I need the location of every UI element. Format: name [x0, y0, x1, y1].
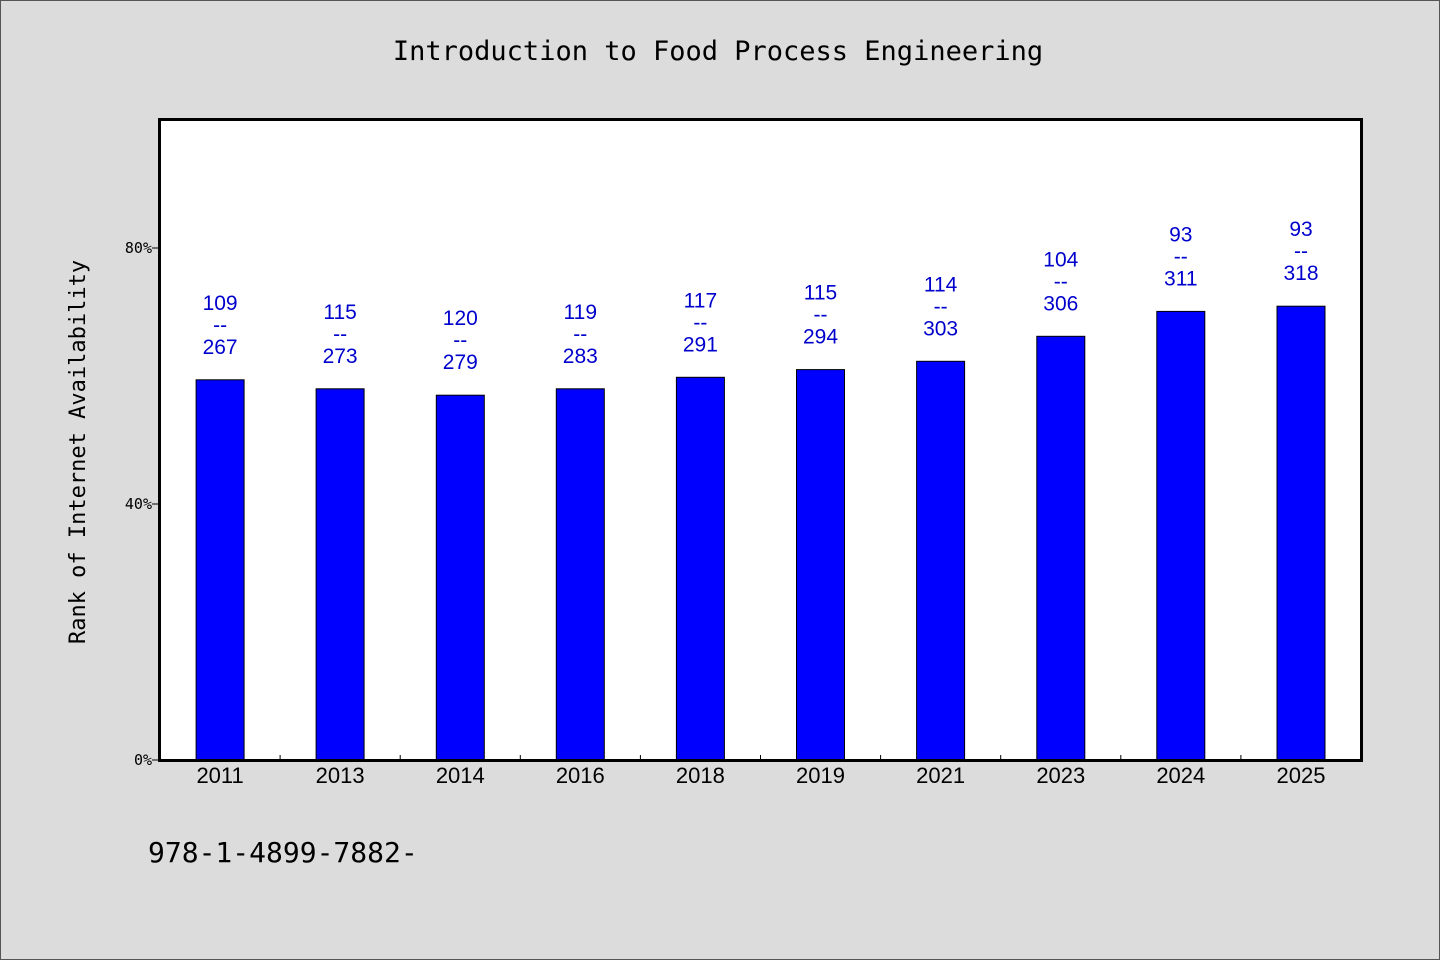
bar-label-sep-2023: --	[1054, 270, 1068, 293]
x-tick-label-2024: 2024	[1156, 763, 1205, 788]
bar-label-rank-2018: 117	[684, 289, 717, 312]
bar-2016	[555, 388, 605, 761]
bar-label-total-2019: 294	[803, 326, 838, 349]
x-tick-label-2011: 2011	[196, 763, 243, 788]
x-tick-label-2023: 2023	[1036, 763, 1085, 788]
bar-labels-group: 109--267115--273120--279119--283117--291…	[203, 218, 1319, 374]
bar-label-total-2024: 311	[1164, 267, 1197, 290]
y-tick-label-40: 40%	[125, 495, 152, 513]
y-tick-label-0: 0%	[134, 751, 152, 769]
bar-label-sep-2018: --	[693, 311, 707, 334]
bar-label-sep-2016: --	[573, 323, 587, 346]
bar-label-total-2018: 291	[683, 333, 718, 356]
bar-label-sep-2014: --	[453, 329, 467, 352]
bar-label-rank-2023: 104	[1043, 248, 1078, 271]
x-tick-label-2019: 2019	[796, 763, 845, 788]
bar-label-sep-2019: --	[814, 304, 828, 327]
bar-label-total-2011: 267	[203, 336, 238, 359]
bars-group	[195, 305, 1326, 761]
bar-label-sep-2013: --	[333, 323, 347, 346]
x-tick-label-2021: 2021	[916, 763, 965, 788]
x-tick-label-2013: 2013	[316, 763, 365, 788]
bar-2021	[916, 360, 966, 761]
bar-label-sep-2021: --	[934, 295, 948, 318]
bar-2024	[1156, 310, 1206, 761]
bar-label-rank-2014: 120	[443, 307, 478, 330]
y-axis: 0% 40% 80%	[125, 239, 160, 769]
bar-label-rank-2019: 115	[804, 282, 837, 305]
bar-label-total-2014: 279	[443, 351, 478, 374]
x-tick-label-2016: 2016	[556, 763, 605, 788]
bar-label-total-2013: 273	[323, 345, 358, 368]
bar-label-sep-2024: --	[1174, 245, 1188, 268]
bar-label-total-2016: 283	[563, 345, 598, 368]
chart-title: Introduction to Food Process Engineering	[393, 36, 1043, 67]
bar-label-rank-2024: 93	[1169, 223, 1192, 246]
x-tick-label-2014: 2014	[436, 763, 485, 788]
bar-label-sep-2011: --	[213, 314, 227, 337]
bar-2013	[315, 388, 365, 761]
bar-label-total-2021: 303	[923, 317, 958, 340]
bar-2018	[675, 376, 725, 761]
x-tick-label-2018: 2018	[676, 763, 725, 788]
plot-border	[158, 118, 1363, 762]
bar-label-rank-2016: 119	[564, 301, 597, 324]
bar-label-rank-2025: 93	[1289, 218, 1312, 241]
y-tick-label-80: 80%	[125, 239, 152, 257]
bar-label-total-2025: 318	[1283, 262, 1318, 285]
bar-label-total-2023: 306	[1043, 292, 1078, 315]
bar-2019	[796, 369, 845, 761]
bar-2011	[195, 379, 245, 761]
x-tick-label-2025: 2025	[1277, 763, 1326, 788]
bar-label-rank-2021: 114	[924, 273, 958, 296]
bar-2025	[1276, 305, 1326, 761]
y-axis-label: Rank of Internet Availability	[66, 260, 91, 644]
bar-label-rank-2011: 109	[203, 292, 238, 315]
bar-label-sep-2025: --	[1294, 240, 1308, 263]
bar-2023	[1036, 335, 1086, 761]
bar-2014	[435, 394, 485, 761]
bar-label-rank-2013: 115	[323, 301, 356, 324]
isbn-footnote: 978-1-4899-7882-	[148, 836, 418, 869]
